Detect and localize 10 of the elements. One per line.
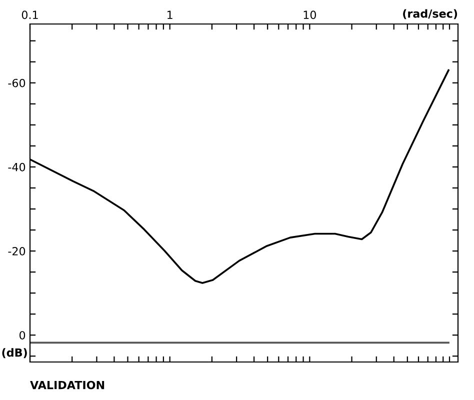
y-tick-label: -20	[8, 246, 26, 256]
x-tick-label: 0.1	[22, 10, 38, 20]
y-tick-label: -60	[8, 78, 26, 88]
x-axis-title: (rad/sec)	[403, 9, 458, 20]
y-tick-label: -40	[8, 162, 26, 172]
x-tick-label: 1	[168, 10, 172, 19]
text: VALIDATION	[30, 380, 104, 390]
x-tick-label: 10	[304, 10, 316, 20]
y-tick-label: 0	[19, 331, 26, 340]
y-axis-title: (dB)	[2, 348, 27, 358]
